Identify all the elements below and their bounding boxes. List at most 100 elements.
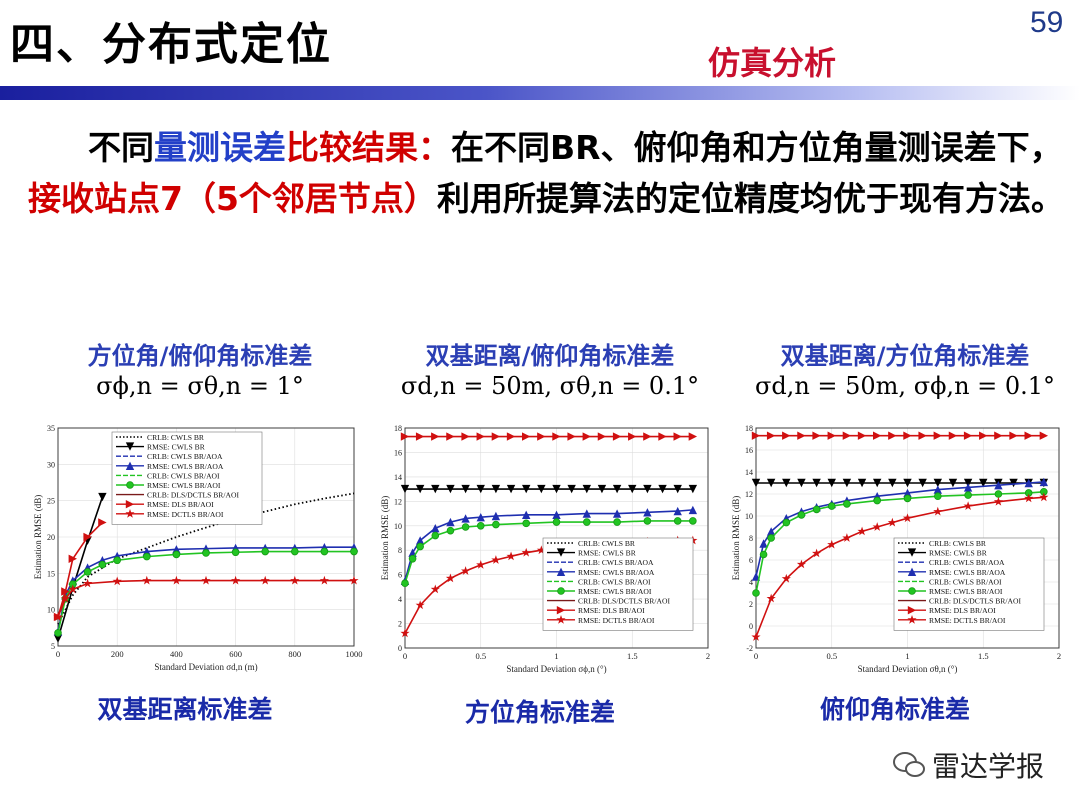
data-point — [522, 510, 531, 519]
data-point — [401, 579, 409, 588]
data-point — [963, 483, 973, 492]
legend-entry: RMSE: CWLS BR/AOA — [147, 462, 224, 471]
data-point — [142, 575, 152, 585]
data-point — [933, 485, 942, 494]
data-point — [612, 484, 622, 494]
wechat-icon — [893, 752, 925, 777]
data-point — [643, 517, 652, 525]
data-point — [431, 432, 440, 441]
data-point — [461, 514, 470, 523]
data-point — [782, 518, 791, 527]
plot-frame — [57, 427, 355, 647]
y-tick-label: 16 — [745, 446, 753, 455]
data-point — [53, 634, 63, 643]
legend-entry: RMSE: CWLS BR/AOI — [929, 587, 1003, 596]
data-point — [963, 501, 973, 511]
panel-2-caption: 双基距离/俯仰角标准差 — [425, 342, 675, 370]
data-point — [430, 584, 440, 594]
data-point — [476, 432, 485, 441]
data-point — [83, 568, 92, 576]
y-tick-label: -2 — [746, 644, 753, 653]
panel-2-formula: σd,n = 50m, σθ,n = 0.1° — [400, 372, 700, 400]
data-point — [759, 539, 768, 548]
y-axis-label: Estimation RMSE (dB) — [380, 496, 390, 581]
series-rmse-dctls-br-aoi — [53, 575, 359, 621]
legend-marker — [907, 606, 917, 615]
series-rmse-cwls-br — [751, 478, 1049, 488]
data-point — [857, 526, 867, 536]
data-point — [933, 506, 943, 516]
data-point — [842, 431, 852, 440]
data-point — [827, 539, 837, 549]
legend-entry: CRLB: DLS/DCTLS BR/AOI — [578, 597, 670, 606]
data-point — [994, 490, 1003, 498]
series-line — [57, 492, 355, 625]
series-line — [57, 546, 354, 632]
y-tick-label: 4 — [398, 595, 402, 604]
data-point — [782, 478, 791, 488]
series-rmse-dctls-br-aoi — [751, 492, 1049, 641]
data-point — [416, 542, 424, 551]
data-point — [415, 536, 425, 545]
data-point — [537, 432, 546, 441]
data-point — [506, 432, 516, 441]
x-tick-label: 2 — [1057, 651, 1061, 661]
data-point — [68, 584, 78, 594]
legend-entry: RMSE: DLS BR/AOI — [578, 606, 645, 615]
data-point — [963, 478, 973, 488]
data-point — [431, 531, 440, 540]
panel-1-bottom-caption: 双基距离标准差 — [97, 695, 273, 724]
y-axis-label: Estimation RMSE (dB) — [33, 495, 43, 580]
data-point — [1039, 477, 1049, 487]
x-tick-label: 1 — [554, 651, 558, 661]
panel-3-bottom-caption: 俯仰角标准差 — [819, 695, 970, 724]
data-point — [521, 547, 531, 557]
data-point — [83, 578, 93, 588]
data-point — [522, 432, 531, 441]
y-tick-label: 15 — [47, 569, 55, 578]
x-tick-label: 0 — [56, 649, 60, 659]
data-point — [752, 589, 760, 597]
data-point — [171, 575, 181, 585]
data-point — [658, 484, 667, 494]
data-point — [415, 600, 425, 610]
y-tick-label: 6 — [398, 571, 402, 580]
x-axis-label: Standard Deviation σϕ,n (°) — [506, 664, 606, 674]
series-rmse-dls-br-aoi — [400, 432, 698, 441]
data-point — [320, 547, 329, 556]
x-axis-label: Standard Deviation σd,n (m) — [154, 662, 257, 672]
series-rmse-cwls-br-aoa — [400, 505, 698, 585]
data-point — [643, 508, 652, 517]
data-point — [918, 478, 927, 488]
data-point — [506, 484, 516, 494]
data-point — [461, 566, 471, 575]
data-point — [143, 552, 151, 561]
y-tick-label: 20 — [47, 533, 55, 542]
data-point — [552, 518, 561, 526]
data-point — [933, 478, 942, 488]
legend-entry: RMSE: CWLS BR/AOA — [929, 568, 1006, 577]
watermark-text: 雷达学报 — [932, 750, 1045, 783]
data-point — [673, 506, 682, 516]
plot-frame — [404, 427, 709, 649]
legend-entry: RMSE: DLS BR/AOI — [929, 606, 996, 615]
data-point — [415, 432, 425, 441]
data-point — [583, 518, 591, 526]
data-point — [476, 521, 485, 530]
legend-marker — [907, 548, 917, 557]
data-point — [872, 522, 882, 531]
data-point — [400, 432, 410, 441]
data-point — [842, 478, 852, 488]
para-highlight-station: 接收站点7（5个邻居节点） — [28, 179, 437, 218]
data-point — [1024, 493, 1034, 503]
data-point — [446, 432, 455, 441]
x-tick-label: 1000 — [346, 649, 363, 659]
data-point — [827, 502, 836, 510]
page-number: 59 — [1030, 6, 1064, 39]
data-point — [751, 632, 761, 641]
legend-entry: RMSE: CWLS BR/AOI — [578, 587, 652, 596]
data-point — [948, 478, 958, 488]
